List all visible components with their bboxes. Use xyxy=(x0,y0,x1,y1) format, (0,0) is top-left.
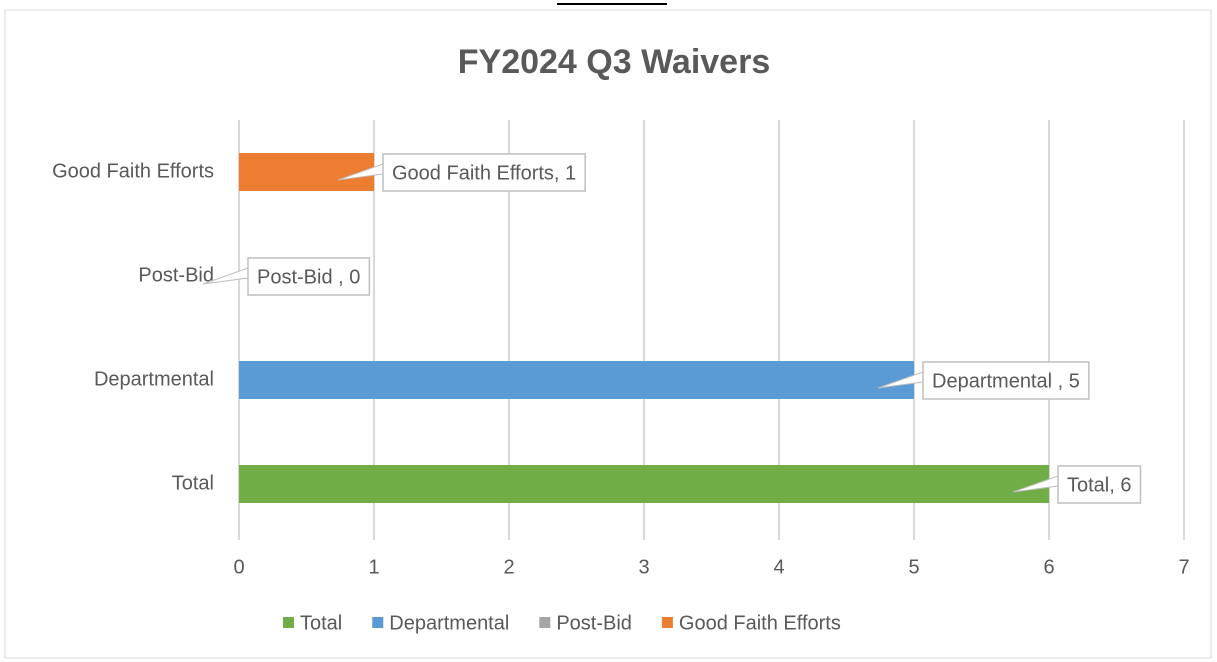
x-tick-label: 0 xyxy=(233,556,244,578)
x-tick-label: 1 xyxy=(368,556,379,578)
chart-frame xyxy=(4,9,1212,659)
legend-swatch xyxy=(661,617,673,628)
legend-swatch xyxy=(372,617,384,628)
chart-title: FY2024 Q3 Waivers xyxy=(458,43,770,81)
x-tick-label: 3 xyxy=(638,556,649,578)
legend-label: Good Faith Efforts xyxy=(679,612,841,634)
y-tick-label: Good Faith Efforts xyxy=(52,160,214,182)
bar xyxy=(239,465,1049,503)
x-tick-label: 7 xyxy=(1178,556,1189,578)
legend-label: Total xyxy=(300,612,342,634)
x-tick-label: 2 xyxy=(503,556,514,578)
y-tick-label: Departmental xyxy=(94,368,214,390)
data-label: Departmental , 5 xyxy=(932,370,1080,392)
legend-swatch xyxy=(539,617,551,628)
legend-label: Departmental xyxy=(389,612,509,634)
data-label: Post-Bid , 0 xyxy=(257,266,360,288)
bar xyxy=(239,153,374,191)
label-box xyxy=(382,153,586,192)
legend-label: Post-Bid xyxy=(556,612,632,634)
legend-swatch xyxy=(283,617,294,628)
data-label: Total, 6 xyxy=(1067,474,1131,496)
y-tick-label: Post-Bid xyxy=(138,264,214,286)
label-box xyxy=(247,257,371,296)
data-label: Good Faith Efforts, 1 xyxy=(392,162,576,184)
x-tick-label: 5 xyxy=(908,556,919,578)
x-tick-label: 4 xyxy=(773,556,784,578)
bar xyxy=(239,361,914,399)
y-tick-label: Total xyxy=(172,472,214,494)
x-tick-label: 6 xyxy=(1043,556,1054,578)
label-box xyxy=(1057,465,1142,504)
label-box xyxy=(922,361,1090,400)
